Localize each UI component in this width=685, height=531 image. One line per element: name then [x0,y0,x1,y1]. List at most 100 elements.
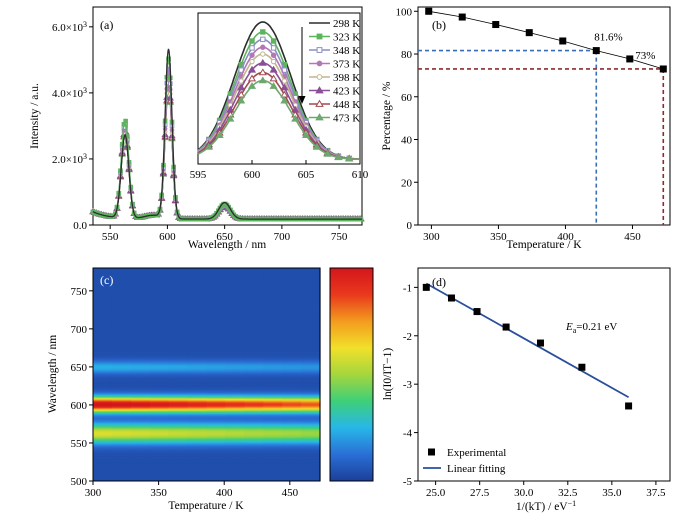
inset-series-marker [249,58,255,65]
panel-d-point [473,308,481,316]
inset-legend-label: 423 K [333,86,360,98]
inset-x-tick-label: 600 [244,169,261,181]
panel-a-y-tick-label: 6.0×103 [52,20,87,34]
panel-b-series [425,7,667,73]
panel-d-fit-line [425,282,630,399]
panel-d-point [502,323,510,331]
panel-c-ylabel: Wavelength / nm [47,335,59,413]
inset-legend-marker [316,60,323,67]
panel-b-x-tick-label: 350 [490,231,507,243]
panel-c-y-tick-label: 750 [71,286,88,298]
panel-d-point [536,339,544,347]
panel-a-y-tick-label: 2.0×103 [52,152,87,166]
inset-legend-label: 348 K [333,45,360,57]
panel-a-y-tick-exp: 3 [83,152,87,161]
inset-x-tick-label: 605 [298,169,315,181]
panel-b-y-tick-label: 100 [396,6,413,18]
panel-c-y-tick-label: 550 [71,438,88,450]
inset-series-marker [270,52,277,58]
panel-d-y-tick-label: -3 [403,379,413,391]
inset-x-tick-label: 595 [190,169,207,181]
inset-legend-marker [316,47,323,53]
panel-c-y-tick-label: 500 [71,476,88,488]
panel-a-x-tick-label: 650 [216,231,233,243]
ea-value: =0.21 eV [576,321,617,333]
colorbar [329,267,374,482]
panel-c-y-ticks: 500 550 600 650 700 750 [71,286,93,488]
panel-d-annotation: Ea=0.21 eV [565,321,617,335]
inset-series-marker [249,45,255,51]
panel-c-y-tick-label: 600 [71,400,88,412]
legend-marker-experimental [428,448,435,456]
panel-a-y-tick-label: 0.0 [73,220,87,232]
panel-d-ylabel: ln(I0/IT−1) [382,348,394,401]
panel-b-label: (b) [432,18,446,32]
panel-d-y-ticks: -5 -4 -3 -2 -1 [403,282,418,488]
panel-d-x-ticks: 25.0 27.5 30.0 32.5 35.0 37.5 [426,481,666,499]
panel-d-point [578,363,586,371]
panel-c-y-tick-label: 650 [71,362,88,374]
panel-d-y-tick-label: -2 [403,331,412,343]
panel-b-point [626,55,634,63]
panel-a-x-tick-label: 750 [331,231,348,243]
panel-b-y-tick-label: 80 [401,49,413,61]
panel-d-x-tick-label: 25.0 [426,487,446,499]
panel-b: (b) Temperature / K Percentage / % 300 35… [381,6,671,251]
panel-d-xlabel: 1/(kT) / eV−1 [516,499,576,513]
panel-b-frame [417,6,671,226]
panel-b-point [525,29,533,37]
panel-c-x-ticks: 300 350 400 450 [85,481,299,499]
panel-a-x-tick-label: 600 [159,231,176,243]
inset-legend-label: 448 K [333,99,360,111]
panel-a-y-tick-exp: 3 [83,86,87,95]
inset-legend-label: 473 K [333,113,360,125]
panel-d-point [447,294,455,302]
panel-a-y-tick-label: 4.0×103 [52,86,87,100]
panel-a-x-tick-label: 550 [102,231,119,243]
panel-c-y-tick-label: 700 [71,324,88,336]
panel-d-ylabel-text: ln(I0/IT−1) [382,348,394,401]
inset-series-marker [270,45,277,51]
panel-b-annotation-2: 73% [635,50,655,62]
panel-a-y-tick-base: 4.0×10 [52,88,83,100]
panel-c-xlabel: Temperature / K [168,500,244,512]
inset-series-marker [260,29,266,35]
inset-series-marker [281,78,288,84]
panel-a-y-tick-base: 0.0 [73,220,87,232]
panel-d-fit [425,282,630,399]
panel-d-y-tick-label: -5 [403,476,413,488]
inset-series-marker [260,44,266,50]
panel-d-legend-label: Experimental [447,447,506,459]
panel-c-heatmap [93,267,321,482]
panel-d-y-tick-label: -1 [403,282,412,294]
panel-a-x-ticks: 550 600 650 700 750 [102,225,348,243]
panel-d-x-tick-label: 30.0 [514,487,534,499]
panel-c-x-tick-label: 400 [216,487,233,499]
panel-b-point [592,47,600,55]
panel-a-y-tick-exp: 3 [83,20,87,29]
inset-series-marker [270,58,277,65]
panel-d-legend-label: Linear fitting [447,463,506,475]
panel-d-x-tick-label: 27.5 [470,487,490,499]
panel-a-y-tick-base: 6.0×10 [52,22,83,34]
panel-a-y-tick-base: 2.0×10 [52,154,83,166]
panel-d-y-tick-label: -4 [403,428,413,440]
panel-d: (d) 1/(kT) / eV−1 ln(I0/IT−1) 25.0 27.5 30… [382,267,671,513]
panel-d-points [422,283,633,410]
panel-b-point [559,37,567,45]
inset-series-marker [249,52,255,58]
inset-series-marker [260,36,266,43]
inset-series-marker [249,38,255,44]
panel-b-x-tick-label: 450 [624,231,641,243]
panel-b-y-tick-label: 60 [401,92,413,104]
panel-c-x-tick-label: 300 [85,487,102,499]
panel-d-x-tick-label: 37.5 [646,487,666,499]
panel-b-guides [418,49,665,225]
panel-b-point [458,13,466,21]
panel-c-label: (c) [100,273,113,287]
panel-b-x-tick-label: 400 [557,231,574,243]
inset-legend-marker [316,33,323,40]
